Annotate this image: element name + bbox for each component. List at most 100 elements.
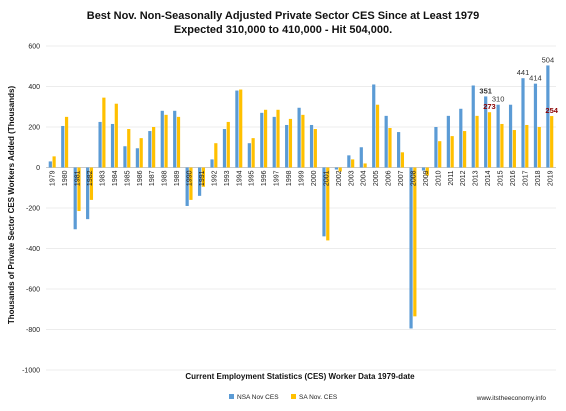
bar-nsa — [123, 146, 127, 168]
x-axis-ticks: 1979 1980 1981 1982 1983 1984 1985 1986 1987 1988… — [50, 170, 555, 186]
bar-nsa — [197, 167, 202, 196]
gridlines — [46, 45, 556, 371]
bar-sa — [313, 129, 317, 168]
bar-nsa — [421, 167, 426, 171]
x-tick-label: 1995 — [249, 170, 256, 186]
y-axis-ticks: -1000 -800 -600 -400 -200 0 200 400 600 — [22, 44, 40, 375]
x-tick-label: 2006 — [386, 170, 393, 186]
y-tick-label: -400 — [26, 246, 40, 253]
data-label: 254 — [545, 106, 558, 115]
x-tick-label: 1990 — [187, 170, 194, 186]
bar-nsa — [173, 110, 177, 168]
x-tick-label: 1989 — [174, 170, 181, 186]
bar-sa — [550, 116, 554, 168]
bar-sa — [89, 167, 94, 200]
x-tick-label: 2016 — [510, 170, 517, 186]
bar-nsa — [359, 147, 363, 168]
bar-nsa — [446, 115, 450, 168]
x-tick-label: 1993 — [224, 170, 231, 186]
bar-sa — [102, 97, 106, 168]
bar-sa — [400, 152, 405, 168]
bar-sa — [463, 131, 467, 168]
x-tick-label: 2002 — [336, 170, 343, 186]
x-tick-label: 2011 — [448, 170, 455, 185]
bar-nsa — [521, 78, 525, 168]
x-tick-label: 2018 — [535, 170, 542, 186]
data-label: 351 — [479, 86, 492, 95]
bar-sa — [77, 167, 81, 212]
data-label: 441 — [517, 68, 530, 77]
bar-nsa — [471, 85, 475, 168]
x-tick-label: 1988 — [162, 170, 169, 186]
bar-nsa — [260, 112, 264, 168]
bar-sa — [363, 163, 367, 168]
x-tick-label: 2003 — [348, 170, 355, 186]
bar-sa — [214, 143, 218, 168]
bar-nsa — [484, 96, 488, 168]
x-tick-label: 1992 — [211, 170, 218, 186]
bar-nsa — [434, 127, 438, 168]
bar-nsa — [48, 161, 52, 168]
bar-nsa — [322, 167, 326, 237]
legend-swatch — [229, 394, 234, 399]
bar-nsa — [110, 123, 115, 168]
x-tick-label: 1986 — [137, 170, 144, 186]
x-tick-label: 1997 — [274, 170, 281, 186]
bars — [48, 65, 554, 329]
legend-label: NSA Nov CES — [237, 394, 279, 401]
data-label: 414 — [529, 74, 542, 83]
chart-title: Best Nov. Non-Seasonally Adjusted Privat… — [87, 10, 479, 22]
bar-sa — [338, 167, 342, 172]
bar-sa — [139, 138, 143, 168]
x-tick-label: 1980 — [62, 170, 69, 186]
x-tick-label: 2010 — [435, 170, 442, 186]
x-tick-label: 1994 — [236, 170, 243, 186]
legend-label: SA Nov. CES — [299, 394, 338, 401]
bar-nsa — [86, 167, 90, 220]
x-tick-label: 1983 — [99, 170, 106, 186]
x-tick-label: 2007 — [398, 170, 405, 186]
bar-sa — [438, 141, 442, 168]
y-tick-label: 200 — [28, 125, 40, 132]
bar-nsa — [222, 129, 227, 168]
bar-sa — [487, 112, 492, 168]
bar-nsa — [347, 155, 351, 168]
x-tick-label: 2001 — [323, 170, 330, 186]
x-tick-label: 1982 — [87, 170, 94, 186]
y-tick-label: -600 — [26, 287, 40, 294]
data-label: 273 — [483, 102, 496, 111]
x-tick-label: 2017 — [522, 170, 529, 186]
data-label: 504 — [542, 55, 555, 64]
x-tick-label: 1984 — [112, 170, 119, 186]
bar-nsa — [459, 108, 463, 168]
x-tick-label: 2005 — [373, 170, 380, 186]
bar-nsa — [285, 124, 289, 168]
legend: NSA Nov CES SA Nov. CES — [229, 394, 338, 401]
bar-nsa — [309, 124, 314, 168]
bar-nsa — [533, 83, 538, 168]
bar-sa — [251, 138, 255, 168]
x-tick-label: 1999 — [299, 170, 306, 186]
bar-sa — [114, 103, 118, 168]
legend-swatch — [291, 394, 296, 399]
bar-sa — [127, 129, 131, 168]
x-axis-label: Current Employment Statistics (CES) Work… — [185, 372, 415, 381]
x-tick-label: 2015 — [498, 170, 505, 186]
bar-nsa — [334, 167, 339, 170]
x-tick-label: 2000 — [311, 170, 318, 186]
bar-nsa — [496, 104, 500, 168]
bar-sa — [164, 114, 168, 168]
bar-nsa — [397, 132, 401, 168]
x-tick-label: 2009 — [423, 170, 430, 186]
bar-sa — [413, 167, 417, 317]
bar-sa — [176, 116, 181, 168]
bar-nsa — [272, 116, 276, 168]
y-tick-label: -800 — [26, 327, 40, 334]
bar-nsa — [185, 167, 189, 206]
bar-nsa — [160, 110, 164, 168]
y-tick-label: 400 — [28, 84, 40, 91]
bar-nsa — [148, 131, 152, 168]
bar-nsa — [61, 125, 65, 168]
